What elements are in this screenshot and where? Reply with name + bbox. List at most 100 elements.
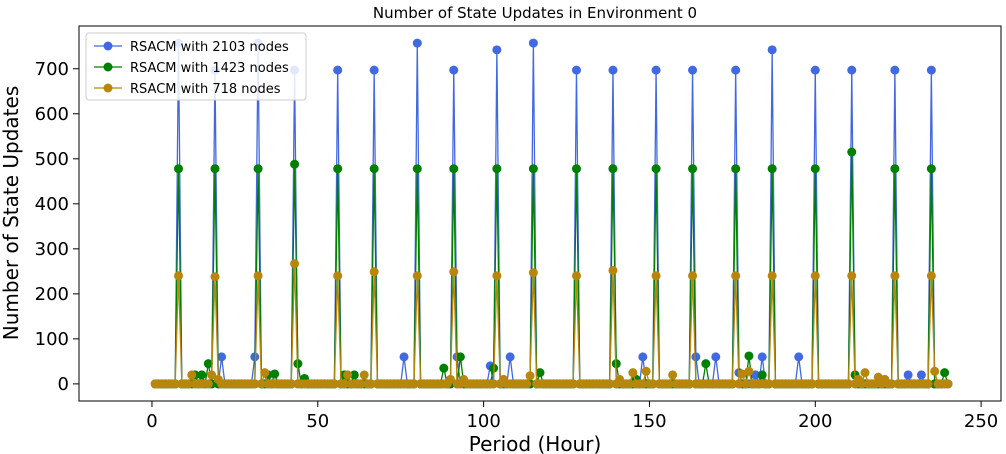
data-point — [890, 271, 900, 281]
legend-label: RSACM with 718 nodes — [130, 82, 281, 97]
data-point — [711, 352, 721, 362]
data-point — [449, 65, 459, 75]
data-point — [369, 267, 379, 277]
data-point — [890, 164, 900, 174]
data-point — [794, 352, 804, 362]
data-point — [744, 351, 754, 361]
data-point — [207, 370, 217, 380]
data-point — [449, 164, 459, 174]
data-point — [731, 271, 741, 281]
data-point — [412, 271, 422, 281]
data-point — [744, 366, 754, 376]
data-point — [270, 369, 280, 379]
data-point — [860, 368, 870, 378]
data-point — [628, 368, 638, 378]
data-point — [455, 352, 465, 362]
y-tick-label: 400 — [35, 194, 69, 215]
series-line-2 — [155, 152, 949, 387]
data-point — [359, 370, 369, 380]
data-point — [333, 65, 343, 75]
data-point — [684, 379, 694, 389]
data-point — [605, 379, 615, 389]
x-tick-label: 50 — [306, 411, 329, 432]
plot-area — [150, 38, 953, 389]
data-point — [522, 379, 532, 389]
data-point — [356, 379, 366, 389]
legend-label: RSACM with 2103 nodes — [130, 40, 289, 55]
x-tick-label: 200 — [798, 411, 832, 432]
data-point — [210, 272, 220, 282]
x-tick-label: 250 — [964, 411, 998, 432]
chart-title: Number of State Updates in Environment 0 — [373, 4, 697, 22]
data-point — [751, 370, 761, 380]
legend-marker — [103, 83, 113, 93]
y-axis-label: Number of State Updates — [0, 86, 23, 340]
data-point — [174, 164, 183, 174]
data-point — [857, 379, 867, 389]
legend-box — [85, 32, 307, 101]
y-tick-label: 100 — [35, 329, 69, 350]
data-point — [903, 370, 913, 380]
data-point — [767, 271, 777, 281]
data-point — [492, 45, 502, 55]
data-point — [203, 379, 213, 389]
data-point — [366, 379, 376, 389]
data-point — [217, 352, 227, 362]
data-point — [286, 379, 296, 389]
data-point — [767, 164, 777, 174]
x-axis-label: Period (Hour) — [469, 432, 602, 454]
data-point — [571, 164, 581, 174]
data-point — [887, 379, 897, 389]
data-point — [688, 271, 698, 281]
series-line-3 — [155, 263, 948, 387]
data-point — [528, 268, 538, 278]
data-point — [870, 379, 880, 389]
data-point — [916, 370, 926, 380]
data-point — [923, 379, 933, 389]
data-point — [847, 147, 857, 157]
data-point — [203, 359, 213, 369]
data-point — [183, 379, 193, 389]
data-point — [767, 45, 777, 55]
data-point — [449, 267, 459, 277]
data-point — [641, 366, 651, 376]
y-tick-label: 0 — [58, 374, 69, 395]
data-point — [210, 164, 220, 174]
data-point — [445, 374, 455, 384]
data-point — [253, 271, 263, 281]
data-point — [174, 271, 183, 281]
data-point — [651, 164, 661, 174]
data-point — [528, 38, 538, 48]
data-point — [651, 271, 661, 281]
data-point — [930, 366, 940, 376]
data-point — [638, 352, 648, 362]
y-tick-label: 600 — [35, 104, 69, 125]
data-point — [256, 379, 266, 389]
x-tick-label: 150 — [632, 411, 666, 432]
data-point — [926, 65, 936, 75]
data-point — [943, 379, 953, 389]
data-point — [409, 379, 419, 389]
data-point — [727, 379, 737, 389]
data-point — [187, 370, 197, 380]
data-point — [701, 359, 711, 369]
y-tick-label: 700 — [35, 59, 69, 80]
legend-marker — [103, 62, 113, 72]
data-point — [412, 164, 422, 174]
data-point — [339, 379, 349, 389]
data-point — [260, 368, 270, 378]
data-point — [608, 65, 618, 75]
legend-label: RSACM with 1423 nodes — [130, 61, 289, 76]
data-point — [197, 370, 207, 380]
data-point — [343, 370, 353, 380]
data-point — [399, 352, 409, 362]
data-point — [333, 164, 343, 174]
data-point — [741, 379, 751, 389]
data-point — [329, 379, 339, 389]
y-tick-label: 300 — [35, 239, 69, 260]
data-point — [535, 368, 545, 378]
data-point — [608, 265, 618, 275]
data-point — [489, 379, 499, 389]
data-point — [940, 368, 950, 378]
data-point — [638, 379, 648, 389]
